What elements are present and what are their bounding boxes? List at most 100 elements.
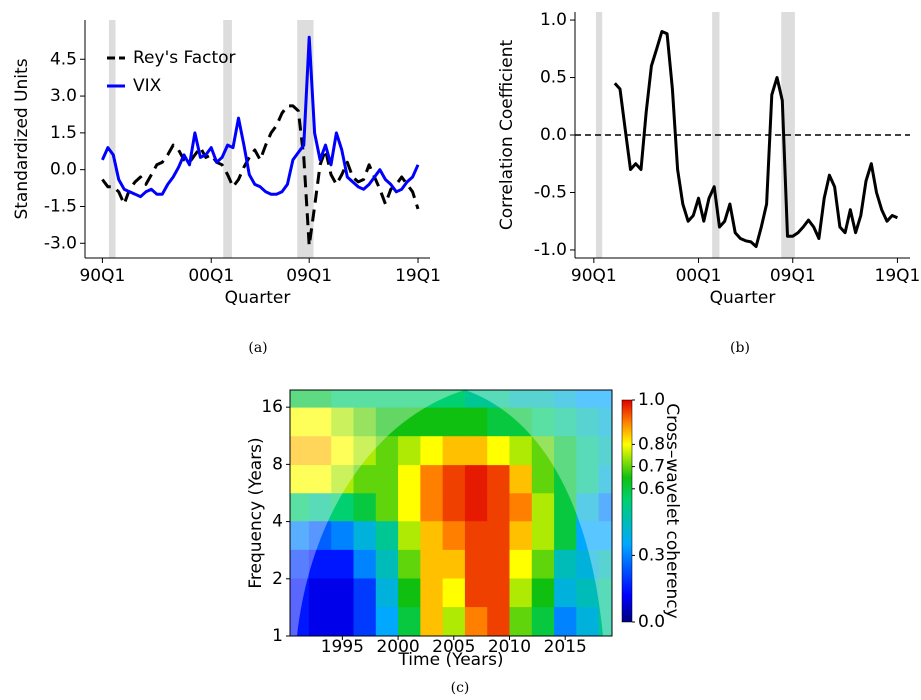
y-axis-label: Standardized Units: [12, 58, 32, 219]
heat-cell: [375, 549, 399, 579]
heat-cell: [442, 492, 466, 522]
y-tick-label: 1.0: [540, 10, 567, 30]
heat-cell: [509, 492, 533, 522]
heat-cell: [375, 435, 399, 466]
heat-cell: [464, 435, 488, 466]
heat-cell: [420, 520, 444, 550]
heat-cell: [442, 549, 466, 579]
heat-cell: [554, 606, 577, 636]
heat-cell: [598, 492, 612, 522]
x-tick-label: 2005: [432, 637, 475, 657]
heat-cell: [420, 549, 444, 579]
heat-cell: [442, 577, 466, 608]
heat-cell: [598, 606, 612, 636]
heat-cell: [598, 407, 612, 437]
heat-cell: [331, 549, 355, 579]
heat-cell: [398, 435, 421, 466]
y-axis-label: Correlation Coefficient: [497, 40, 517, 231]
x-axis-label: Quarter: [225, 288, 291, 308]
heat-cell: [531, 606, 555, 636]
heat-cell: [487, 464, 510, 494]
x-tick-label: 00Q1: [676, 266, 722, 286]
heat-cell: [420, 492, 444, 522]
heat-cell: [509, 435, 533, 466]
heat-cell: [531, 464, 555, 494]
heat-cell: [420, 407, 444, 437]
heat-cell: [290, 577, 310, 608]
heat-cell: [464, 606, 488, 636]
heat-cell: [353, 577, 377, 608]
caption: (b): [730, 340, 750, 356]
heat-cell: [353, 435, 377, 466]
heat-cell: [531, 435, 555, 466]
x-axis-label: Quarter: [710, 288, 776, 308]
heat-cell: [420, 435, 444, 466]
caption: (c): [451, 680, 470, 696]
heat-cell: [375, 390, 399, 408]
heat-cell: [598, 520, 612, 550]
heat-cell: [487, 435, 510, 466]
heat-cell: [290, 464, 310, 494]
heat-cell: [576, 407, 600, 437]
heat-cell: [290, 435, 310, 466]
x-tick-label: 2015: [544, 637, 587, 657]
heat-cell: [464, 390, 488, 408]
heat-cell: [308, 492, 332, 522]
heat-cell: [420, 464, 444, 494]
heat-cell: [331, 390, 355, 408]
heat-cell: [420, 606, 444, 636]
heat-cell: [509, 520, 533, 550]
heat-cell: [487, 492, 510, 522]
heat-cell: [531, 520, 555, 550]
y-tick-label: 8: [272, 454, 283, 474]
x-tick-label: 2000: [376, 637, 419, 657]
y-tick-label: -1.0: [534, 240, 567, 260]
heat-cell: [420, 577, 444, 608]
heat-cell: [420, 390, 444, 408]
colorbar-tick-label: 0.3: [638, 545, 665, 565]
colorbar-tick-label: 0.7: [638, 457, 665, 477]
heat-cell: [442, 407, 466, 437]
heat-cell: [442, 390, 466, 408]
heat-cell: [353, 464, 377, 494]
y-tick-label: 0.0: [540, 125, 567, 145]
heat-cell: [464, 549, 488, 579]
x-tick-label: 1995: [321, 637, 364, 657]
x-tick-label: 00Q1: [188, 266, 234, 286]
heat-cell: [464, 492, 488, 522]
heat-cell: [576, 549, 600, 579]
legend-label: Rey's Factor: [133, 48, 236, 68]
y-tick-label: 0.5: [540, 68, 567, 88]
heat-cell: [375, 606, 399, 636]
heat-cell: [531, 407, 555, 437]
colorbar-tick-label: 1.0: [638, 390, 665, 410]
y-tick-label: -1.5: [44, 196, 77, 216]
heat-cell: [509, 390, 533, 408]
heat-cell: [576, 435, 600, 466]
heat-cell: [398, 492, 421, 522]
colorbar-tick-label: 0.6: [638, 479, 665, 499]
heat-cell: [398, 549, 421, 579]
shaded-region: [108, 20, 116, 258]
heat-cell: [442, 520, 466, 550]
heat-cell: [308, 577, 332, 608]
heat-cell: [554, 577, 577, 608]
y-tick-label: -3.0: [44, 233, 77, 253]
heat-cell: [487, 549, 510, 579]
heat-cell: [509, 577, 533, 608]
colorbar-tick-label: 0.0: [638, 612, 665, 632]
heat-cell: [375, 464, 399, 494]
plot-frame: [289, 389, 613, 637]
heat-cell: [398, 464, 421, 494]
heat-cell: [598, 390, 612, 408]
heat-cell: [509, 606, 533, 636]
x-tick-label: 2010: [488, 637, 531, 657]
heat-cell: [554, 435, 577, 466]
heat-cell: [531, 492, 555, 522]
heat-cell: [353, 407, 377, 437]
heat-cell: [554, 464, 577, 494]
heat-cell: [576, 390, 600, 408]
heat-cell: [442, 435, 466, 466]
heat-cell: [598, 577, 612, 608]
